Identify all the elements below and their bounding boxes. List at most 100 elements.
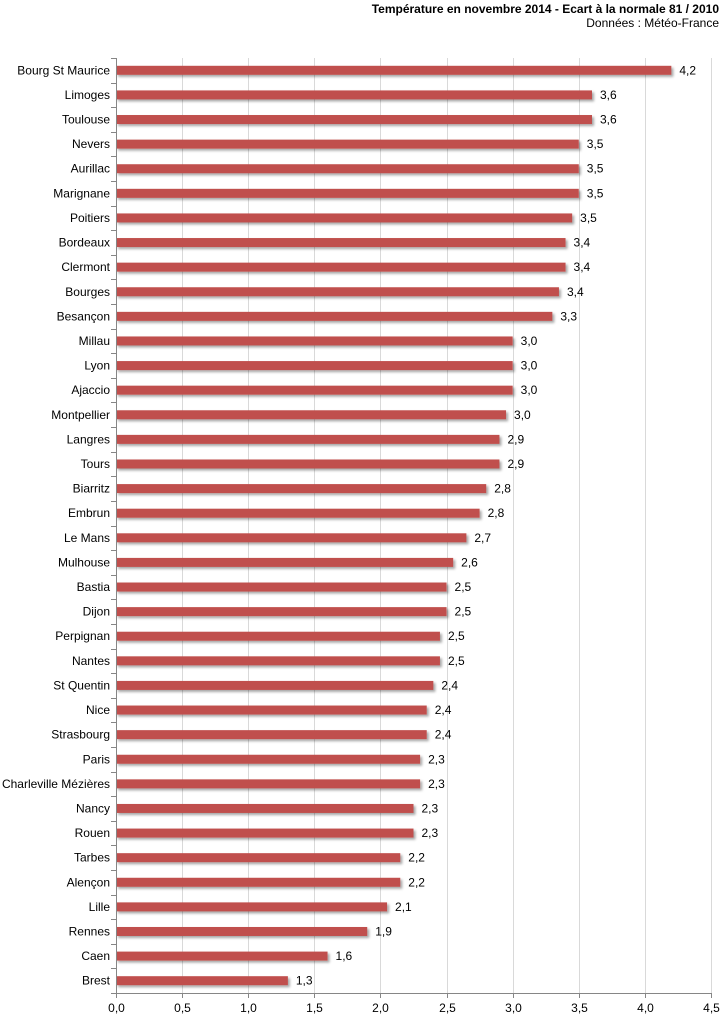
chart-subtitle: Données : Météo-France (586, 16, 719, 30)
bar (116, 705, 427, 715)
value-label: 3,0 (521, 359, 538, 373)
category-label: Paris (83, 752, 110, 766)
value-label: 3,0 (521, 334, 538, 348)
bar (116, 459, 500, 469)
category-label: Le Mans (64, 531, 110, 545)
x-tick-label: 1,5 (306, 1001, 323, 1015)
bar (116, 410, 507, 420)
category-label: Bourges (65, 285, 110, 299)
category-label: Nantes (72, 654, 110, 668)
category-label: Brest (82, 974, 111, 988)
value-label: 1,3 (296, 974, 313, 988)
value-label: 2,5 (448, 629, 465, 643)
value-label: 2,4 (435, 728, 452, 742)
value-label: 3,3 (560, 309, 577, 323)
value-label: 3,4 (567, 285, 584, 299)
category-label: Caen (81, 949, 110, 963)
bar (116, 311, 553, 321)
axes (111, 58, 712, 998)
category-label: Marignane (53, 186, 110, 200)
category-label: Poitiers (70, 211, 110, 225)
category-label: Embrun (68, 506, 110, 520)
bar (116, 262, 566, 272)
value-label: 2,4 (435, 703, 452, 717)
x-tick-label: 0,0 (108, 1001, 125, 1015)
bar (116, 779, 421, 789)
value-label: 3,0 (514, 408, 531, 422)
category-label: Tours (81, 457, 110, 471)
value-label: 1,9 (375, 924, 392, 938)
value-label: 2,3 (428, 777, 445, 791)
category-label: Strasbourg (51, 728, 110, 742)
bar (116, 656, 440, 666)
category-label: Clermont (61, 260, 110, 274)
x-tick-label: 2,5 (439, 1001, 456, 1015)
bar (116, 902, 388, 912)
value-label: 2,9 (507, 457, 524, 471)
bar (116, 90, 592, 100)
bar (116, 139, 579, 149)
bar (116, 484, 487, 494)
category-label: Lille (89, 900, 111, 914)
value-label: 3,6 (600, 88, 617, 102)
bar (116, 557, 454, 567)
category-label: Biarritz (73, 482, 110, 496)
labels: 0,0 0,5 1,0 1,5 2,0 2,5 3,0 3,5 4,0 4,5 Bourg St M… (2, 63, 720, 1015)
category-label: Ajaccio (71, 383, 110, 397)
value-label: 3,6 (600, 113, 617, 127)
category-label: Alençon (67, 875, 110, 889)
value-label: 2,7 (474, 531, 491, 545)
value-label: 2,4 (441, 678, 458, 692)
bar (116, 828, 414, 838)
category-label: Millau (79, 334, 110, 348)
bar (116, 730, 427, 740)
bar (116, 803, 414, 813)
bar (116, 164, 579, 174)
bar (116, 754, 421, 764)
category-label: Perpignan (55, 629, 110, 643)
bar (116, 188, 579, 198)
bar (116, 607, 447, 617)
category-label: St Quentin (53, 678, 110, 692)
value-label: 3,4 (574, 260, 591, 274)
category-label: Langres (67, 432, 110, 446)
bar (116, 65, 672, 75)
bar (116, 336, 513, 346)
category-label: Charleville Mézières (2, 777, 110, 791)
value-label: 1,6 (336, 949, 353, 963)
value-label: 2,8 (494, 482, 511, 496)
category-label: Tarbes (74, 851, 110, 865)
value-label: 2,9 (507, 432, 524, 446)
x-tick-label: 4,5 (703, 1001, 720, 1015)
bar (116, 287, 559, 297)
value-label: 3,4 (574, 236, 591, 250)
bar (116, 582, 447, 592)
x-tick-label: 0,5 (174, 1001, 191, 1015)
value-label: 2,5 (455, 605, 472, 619)
x-tick-label: 2,0 (372, 1001, 389, 1015)
bar (116, 213, 573, 223)
bar (116, 853, 401, 863)
chart-title: Température en novembre 2014 - Ecart à l… (371, 2, 719, 16)
value-label: 2,3 (422, 826, 439, 840)
category-label: Rennes (69, 924, 110, 938)
value-label: 2,1 (395, 900, 412, 914)
gridlines (182, 58, 712, 993)
bars (116, 65, 672, 986)
category-label: Besançon (57, 309, 110, 323)
bar (116, 115, 592, 125)
category-label: Nevers (72, 137, 110, 151)
category-label: Bourg St Maurice (17, 63, 110, 77)
bar (116, 238, 566, 248)
category-label: Nice (86, 703, 110, 717)
category-label: Rouen (75, 826, 110, 840)
category-label: Montpellier (51, 408, 110, 422)
x-tick-label: 1,0 (240, 1001, 257, 1015)
value-label: 3,5 (580, 211, 597, 225)
value-label: 2,8 (488, 506, 505, 520)
bar (116, 976, 288, 986)
value-label: 2,2 (408, 875, 425, 889)
category-label: Bastia (77, 580, 111, 594)
bar (116, 508, 480, 518)
